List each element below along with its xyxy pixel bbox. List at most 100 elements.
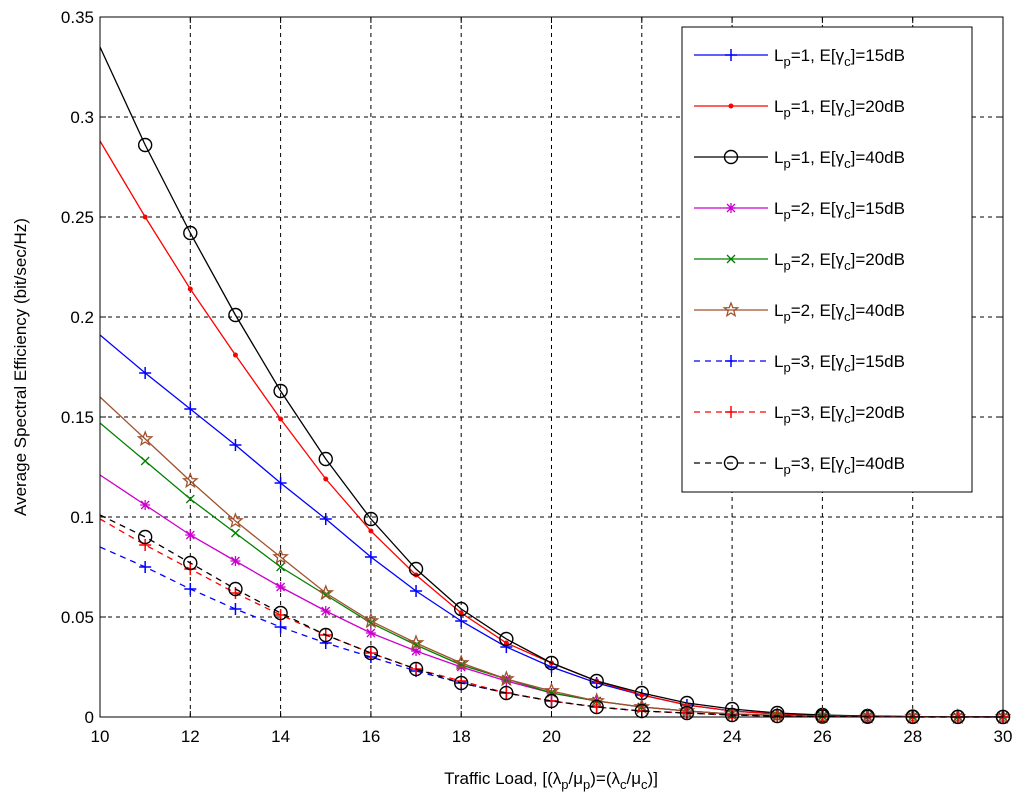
legend-label-part: =2, E[γ — [791, 250, 845, 269]
legend-label-part: ]=20dB — [851, 403, 905, 422]
legend-label: Lp=1, E[γc]=15dB — [774, 46, 905, 69]
legend-label-part: c — [844, 105, 851, 120]
legend-label-part: L — [774, 46, 783, 65]
x-tick-label: 10 — [91, 727, 110, 746]
x-tick-label: 20 — [542, 727, 561, 746]
data-point — [365, 628, 376, 638]
legend-label-part: =1, E[γ — [791, 97, 845, 116]
y-axis-label: Average Spectral Efficiency (bit/sec/Hz) — [11, 218, 30, 516]
legend-label-part: p — [783, 207, 790, 222]
data-point — [184, 583, 197, 595]
legend-label-part: =3, E[γ — [791, 403, 845, 422]
data-point — [458, 610, 464, 616]
legend-label-part: L — [774, 199, 783, 218]
data-point — [499, 685, 514, 701]
legend-label-part: =1, E[γ — [791, 46, 845, 65]
data-point — [228, 581, 243, 597]
x-tick-label: 24 — [723, 727, 742, 746]
legend-label-part: ]=40dB — [851, 454, 905, 473]
x-tick-label: 26 — [813, 727, 832, 746]
data-point — [228, 307, 243, 323]
legend-label-part: p — [783, 462, 790, 477]
data-point — [275, 582, 286, 592]
data-point — [363, 645, 379, 661]
data-point — [276, 562, 286, 572]
data-point — [230, 556, 241, 566]
data-point — [589, 699, 604, 715]
data-point — [230, 528, 240, 538]
data-point — [232, 352, 238, 358]
data-point — [142, 214, 148, 220]
data-point — [185, 530, 196, 540]
data-point — [320, 606, 331, 616]
data-point — [139, 539, 152, 551]
legend-label: Lp=3, E[γc]=15dB — [774, 352, 905, 375]
data-point — [724, 707, 740, 723]
data-point — [544, 655, 559, 671]
data-point — [455, 615, 468, 627]
data-point — [318, 451, 333, 467]
legend-label-part: ]=40dB — [851, 148, 905, 167]
data-point — [278, 416, 284, 422]
legend-label-part: L — [774, 352, 783, 371]
data-point — [137, 137, 153, 153]
legend-label-part: ]=40dB — [851, 301, 905, 320]
data-point — [273, 383, 288, 399]
data-point — [501, 676, 512, 686]
legend-label: Lp=2, E[γc]=20dB — [774, 250, 905, 273]
y-tick-label: 0.15 — [61, 408, 94, 427]
legend-label-part: ]=15dB — [851, 46, 905, 65]
data-point — [456, 662, 467, 672]
data-point — [503, 640, 509, 646]
data-point — [408, 561, 424, 577]
data-point — [187, 286, 193, 292]
data-point — [407, 634, 425, 651]
y-tick-label: 0.2 — [70, 308, 94, 327]
data-point — [363, 511, 379, 527]
legend-label-part: ]=15dB — [851, 199, 905, 218]
legend-label-part: ]=20dB — [851, 97, 905, 116]
data-point — [273, 605, 288, 621]
legend-label-part: L — [774, 454, 783, 473]
data-point — [499, 631, 514, 647]
legend-label-part: c — [844, 360, 851, 375]
legend-label-part: p — [783, 258, 790, 273]
data-point — [137, 529, 153, 545]
series-line — [99, 46, 1004, 718]
data-point — [364, 647, 377, 659]
x-tick-label: 28 — [903, 727, 922, 746]
x-tick-label: 16 — [361, 727, 380, 746]
data-point — [770, 708, 785, 724]
legend-label: Lp=2, E[γc]=15dB — [774, 199, 905, 222]
x-axis-label: Traffic Load, [(λp/μp)=(λc/μc)] — [444, 769, 658, 792]
legend-label-part: c — [844, 462, 851, 477]
legend-label-part: p — [783, 54, 790, 69]
data-point — [411, 646, 422, 656]
legend-label-part: L — [774, 250, 783, 269]
data-point — [679, 705, 695, 721]
x-tick-label: 14 — [271, 727, 290, 746]
data-point — [317, 584, 335, 601]
data-point — [323, 476, 329, 482]
data-point — [274, 621, 287, 633]
x-tick-label: 18 — [452, 727, 471, 746]
data-point — [723, 455, 739, 471]
legend-label-part: L — [774, 301, 783, 320]
legend-label-part: c — [844, 411, 851, 426]
legend-label-part: c — [844, 207, 851, 222]
data-point — [728, 103, 734, 109]
data-point — [274, 477, 287, 489]
data-point — [589, 673, 604, 689]
data-point — [408, 661, 424, 677]
data-point — [726, 203, 736, 213]
legend-label-part: ]=20dB — [851, 250, 905, 269]
legend-label-part: c — [844, 54, 851, 69]
data-point — [140, 456, 150, 466]
data-point — [140, 500, 151, 510]
x-tick-label: 22 — [632, 727, 651, 746]
legend-label-part: =2, E[γ — [791, 199, 845, 218]
x-tick-label: 30 — [994, 727, 1013, 746]
legend-label-part: =2, E[γ — [791, 301, 845, 320]
